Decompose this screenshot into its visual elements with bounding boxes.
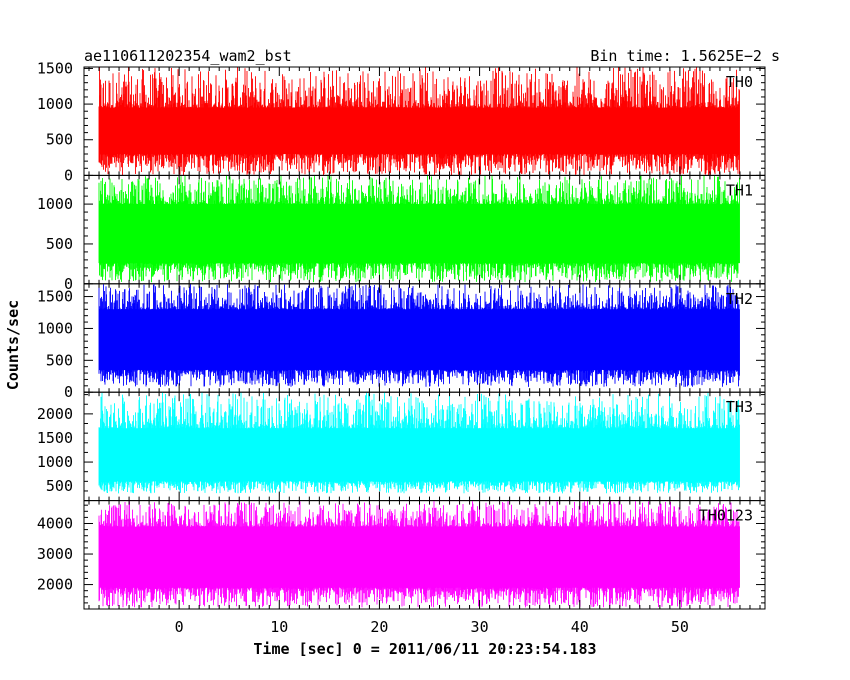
- panel-label-th0123: TH0123: [699, 507, 753, 525]
- x-axis-label: Time [sec] 0 = 2011/06/11 20:23:54.183: [253, 640, 596, 658]
- chart-title-left: ae110611202354_wam2_bst: [84, 47, 292, 65]
- y-tick-label: 0: [64, 383, 73, 401]
- x-tick-label: 30: [471, 618, 489, 636]
- panel-frame: [83, 500, 766, 610]
- panel-label-th3: TH3: [726, 398, 753, 416]
- panel-label-th0: TH0: [726, 73, 753, 91]
- y-tick-label: 500: [46, 477, 73, 495]
- y-tick-label: 500: [46, 131, 73, 149]
- series-th3: [98, 392, 740, 494]
- x-tick-label: 0: [175, 618, 184, 636]
- panel-th3: 500 1000 1500 2000 TH3: [37, 391, 766, 502]
- panel-th2: 0 500 1000 1500 TH2: [37, 283, 766, 401]
- series-th0123: [98, 500, 740, 608]
- y-tick-label: 1000: [37, 453, 73, 471]
- panel-label-th1: TH1: [726, 181, 753, 199]
- y-tick-label: 4000: [37, 515, 73, 533]
- chart-title-right: Bin time: 1.5625E−2 s: [590, 47, 780, 65]
- x-tick-label: 20: [370, 618, 388, 636]
- y-tick-label: 1500: [37, 288, 73, 306]
- y-tick-label: 1000: [37, 195, 73, 213]
- panel-th1: 0 500 1000 TH1: [37, 174, 766, 293]
- x-tick-label: 50: [671, 618, 689, 636]
- panel-label-th2: TH2: [726, 290, 753, 308]
- panel-th0: 0 500 1000 1500 TH0: [37, 59, 766, 184]
- y-tick-label: 500: [46, 235, 73, 253]
- y-axis-label: Counts/sec: [4, 300, 22, 390]
- y-tick-label: 1000: [37, 95, 73, 113]
- x-tick-label: 10: [270, 618, 288, 636]
- y-tick-label: 2000: [37, 405, 73, 423]
- y-tick-label: 500: [46, 351, 73, 369]
- y-tick-label: 1000: [37, 319, 73, 337]
- series-th0: [98, 67, 740, 176]
- series-th1: [98, 175, 740, 283]
- y-tick-label: 0: [64, 275, 73, 293]
- x-tick-label: 40: [571, 618, 589, 636]
- y-tick-label: 3000: [37, 545, 73, 563]
- x-axis: 0 10 20 30 40 50: [175, 618, 689, 636]
- series-th2: [98, 283, 740, 387]
- panel-th0123: 2000 3000 4000 TH0123: [37, 500, 766, 610]
- y-tick-label: 1500: [37, 429, 73, 447]
- y-tick-label: 1500: [37, 59, 73, 77]
- y-tick-label: 0: [64, 166, 73, 184]
- panels: 0 500 1000 1500 TH0 0 500 1000 TH1 0 500 1000 1500 TH…: [37, 59, 766, 610]
- y-tick-label: 2000: [37, 576, 73, 594]
